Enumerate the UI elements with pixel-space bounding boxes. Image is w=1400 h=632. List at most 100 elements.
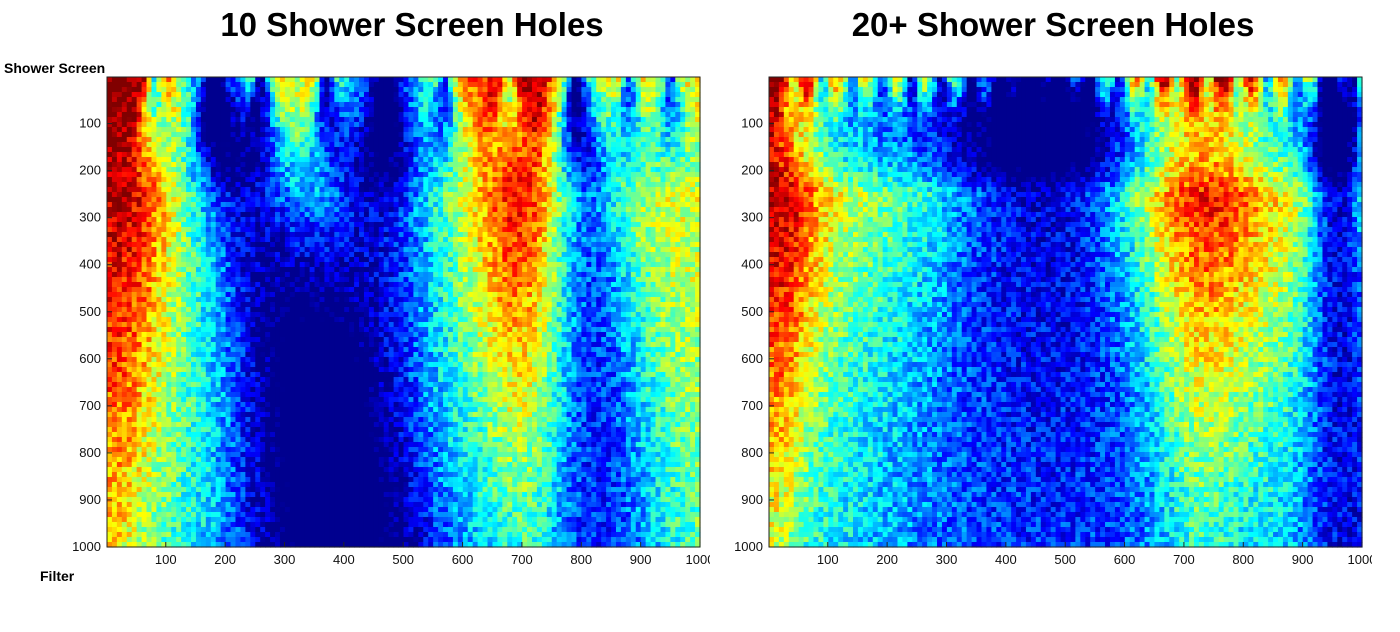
heatmap-cell: [576, 192, 582, 198]
heatmap-cell: [111, 227, 118, 233]
heatmap-cell: [126, 112, 133, 118]
heatmap-cell: [359, 82, 365, 88]
heatmap-cell: [512, 102, 518, 108]
heatmap-cell: [359, 112, 365, 118]
heatmap-cell: [457, 147, 464, 153]
heatmap-cell: [284, 142, 291, 148]
heatmap-cell: [685, 127, 691, 133]
heatmap-cell: [319, 82, 326, 88]
heatmap-cell: [156, 227, 162, 233]
heatmap-cell: [571, 77, 578, 83]
heatmap-cell: [492, 217, 498, 223]
heatmap-cell: [270, 152, 276, 158]
heatmap-cell: [195, 252, 202, 258]
heatmap-cell: [685, 262, 691, 268]
heatmap-cell: [413, 207, 419, 213]
heatmap-cell: [176, 142, 182, 148]
heatmap-cell: [359, 247, 365, 253]
heatmap-cell: [393, 92, 400, 98]
heatmap-cell: [181, 157, 187, 163]
heatmap-cell: [606, 112, 612, 118]
heatmap-cell: [344, 102, 350, 108]
heatmap-cell: [620, 212, 627, 218]
heatmap-cell: [324, 257, 330, 263]
heatmap-cell: [270, 257, 276, 263]
heatmap-cell: [680, 267, 686, 273]
heatmap-cell: [665, 137, 671, 143]
heatmap-cell: [186, 207, 192, 213]
heatmap-cell: [368, 257, 375, 263]
heatmap-cell: [156, 192, 162, 198]
heatmap-cell: [205, 247, 212, 253]
heatmap-cell: [279, 182, 286, 188]
heatmap-cell: [126, 242, 133, 248]
heatmap-cell: [275, 227, 281, 233]
heatmap-cell: [240, 187, 246, 193]
heatmap-cell: [635, 232, 642, 238]
heatmap-cell: [121, 107, 128, 113]
heatmap-cell: [655, 177, 662, 183]
heatmap-cell: [186, 277, 192, 283]
heatmap-cell: [111, 262, 118, 268]
heatmap-cell: [566, 272, 573, 278]
heatmap-cell: [512, 112, 518, 118]
heatmap-cell: [536, 257, 543, 263]
heatmap-cell: [215, 262, 222, 268]
heatmap-cell: [275, 272, 281, 278]
heatmap-cell: [131, 142, 138, 148]
heatmap-cell: [393, 207, 400, 213]
heatmap-cell: [289, 182, 296, 188]
heatmap-cell: [635, 87, 642, 93]
heatmap-cell: [240, 237, 246, 243]
heatmap-cell: [527, 127, 533, 133]
heatmap-cell: [373, 122, 380, 128]
heatmap-cell: [655, 127, 662, 133]
heatmap-cell: [225, 272, 232, 278]
heatmap-cell: [186, 232, 192, 238]
heatmap-cell: [615, 277, 622, 283]
heatmap-cell: [260, 242, 266, 248]
heatmap-cell: [136, 127, 143, 133]
heatmap-cell: [443, 257, 449, 263]
heatmap-cell: [640, 177, 647, 183]
heatmap-cell: [398, 92, 405, 98]
heatmap-cell: [611, 212, 617, 218]
heatmap-cell: [581, 92, 587, 98]
heatmap-cell: [260, 187, 266, 193]
heatmap-cell: [670, 277, 676, 283]
heatmap-cell: [309, 142, 316, 148]
heatmap-cell: [284, 212, 291, 218]
heatmap-cell: [591, 252, 597, 258]
heatmap-cell: [304, 127, 311, 133]
heatmap-cell: [645, 252, 652, 258]
heatmap-cell: [195, 147, 202, 153]
heatmap-cell: [265, 282, 271, 288]
heatmap-cell: [255, 187, 261, 193]
heatmap-cell: [625, 87, 632, 93]
heatmap-cell: [625, 147, 632, 153]
heatmap-cell: [586, 107, 592, 113]
heatmap-cell: [635, 107, 642, 113]
heatmap-cell: [650, 117, 657, 123]
heatmap-cell: [111, 142, 118, 148]
heatmap-cell: [265, 267, 271, 273]
heatmap-cell: [640, 252, 647, 258]
heatmap-cell: [176, 162, 182, 168]
heatmap-cell: [255, 97, 261, 103]
heatmap-cell: [275, 137, 281, 143]
heatmap-cell: [447, 192, 454, 198]
heatmap-cell: [324, 222, 330, 228]
heatmap-cell: [551, 202, 558, 208]
heatmap-cell: [522, 212, 528, 218]
heatmap-cell: [620, 132, 627, 138]
heatmap-cell: [388, 77, 395, 83]
heatmap-cell: [546, 227, 553, 233]
heatmap-cell: [383, 177, 390, 183]
heatmap-cell: [141, 132, 148, 138]
heatmap-cell: [294, 252, 301, 258]
heatmap-cell: [141, 87, 148, 93]
heatmap-cell: [393, 82, 400, 88]
heatmap-cell: [240, 242, 246, 248]
heatmap-cell: [324, 162, 330, 168]
heatmap-cell: [195, 172, 202, 178]
